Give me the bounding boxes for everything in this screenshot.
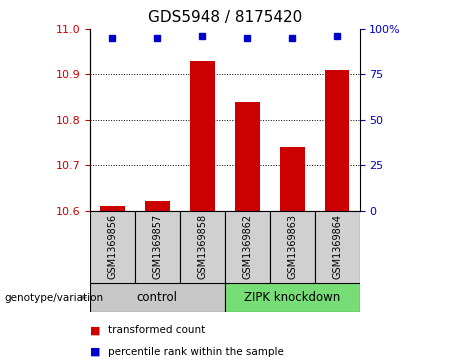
Bar: [90, 211, 135, 283]
Bar: [280, 147, 305, 211]
Bar: [225, 211, 270, 283]
Text: GSM1369863: GSM1369863: [287, 214, 297, 280]
Bar: [270, 211, 314, 283]
Text: control: control: [137, 291, 178, 304]
Text: genotype/variation: genotype/variation: [5, 293, 104, 303]
Polygon shape: [81, 295, 87, 301]
Text: GSM1369858: GSM1369858: [197, 214, 207, 280]
Text: percentile rank within the sample: percentile rank within the sample: [108, 347, 284, 357]
Bar: [90, 283, 225, 312]
Bar: [190, 61, 215, 211]
Bar: [100, 206, 125, 211]
Text: GSM1369857: GSM1369857: [152, 214, 162, 280]
Bar: [235, 102, 260, 211]
Text: transformed count: transformed count: [108, 325, 206, 335]
Text: GSM1369862: GSM1369862: [242, 214, 252, 280]
Text: ■: ■: [90, 325, 100, 335]
Text: ZIPK knockdown: ZIPK knockdown: [244, 291, 340, 304]
Bar: [325, 70, 349, 211]
Bar: [225, 283, 360, 312]
Bar: [180, 211, 225, 283]
Text: ■: ■: [90, 347, 100, 357]
Title: GDS5948 / 8175420: GDS5948 / 8175420: [148, 10, 302, 25]
Bar: [314, 211, 360, 283]
Bar: [135, 211, 180, 283]
Text: GSM1369856: GSM1369856: [107, 214, 118, 280]
Bar: [145, 201, 170, 211]
Text: GSM1369864: GSM1369864: [332, 214, 342, 280]
